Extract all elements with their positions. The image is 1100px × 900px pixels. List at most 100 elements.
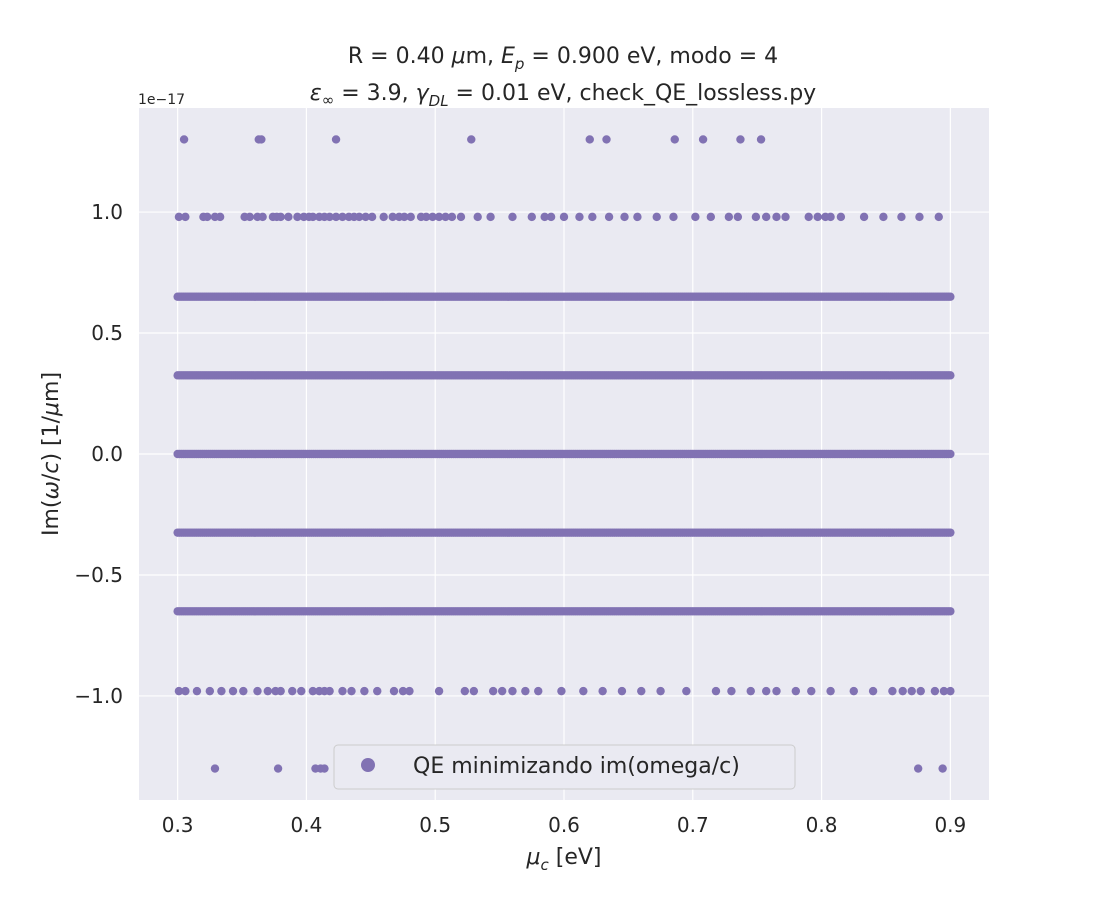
data-point bbox=[826, 212, 835, 222]
data-point bbox=[239, 686, 248, 696]
data-point bbox=[215, 212, 225, 222]
data-point bbox=[736, 135, 745, 144]
data-point bbox=[325, 686, 334, 696]
data-point bbox=[781, 212, 790, 222]
data-point bbox=[253, 686, 262, 696]
chart-title-line-2: ε∞ = 3.9, γDL = 0.01 eV, check_QE_lossle… bbox=[310, 81, 816, 110]
data-point bbox=[488, 686, 498, 696]
x-tick-label: 0.3 bbox=[162, 813, 194, 837]
data-point bbox=[791, 686, 801, 696]
data-point bbox=[347, 686, 356, 696]
data-point bbox=[897, 212, 906, 222]
data-point bbox=[379, 212, 388, 222]
data-point bbox=[297, 686, 306, 696]
data-point bbox=[557, 686, 566, 696]
data-point bbox=[772, 212, 781, 222]
data-point bbox=[406, 212, 415, 222]
legend-label: QE minimizando im(omega/c) bbox=[413, 754, 740, 779]
x-tick-label: 0.5 bbox=[419, 813, 451, 837]
data-point bbox=[338, 212, 347, 222]
data-point bbox=[447, 212, 457, 222]
data-point bbox=[367, 212, 377, 222]
chart-title-line-1: R = 0.40 μm, Ep = 0.900 eV, modo = 4 bbox=[348, 44, 778, 73]
data-point bbox=[469, 686, 479, 696]
data-point bbox=[257, 135, 266, 144]
data-point bbox=[320, 764, 329, 773]
data-point bbox=[868, 686, 878, 696]
data-point bbox=[559, 212, 569, 222]
data-point bbox=[682, 686, 691, 696]
y-tick-label: 1.0 bbox=[91, 200, 123, 224]
data-point bbox=[751, 212, 761, 222]
data-point bbox=[273, 764, 283, 773]
data-point bbox=[192, 686, 202, 696]
y-axis-label: Im(ω/c) [1/μm] bbox=[39, 372, 64, 536]
data-point bbox=[181, 212, 190, 222]
data-point bbox=[698, 135, 708, 144]
data-point bbox=[588, 212, 597, 222]
data-point bbox=[617, 686, 627, 696]
data-points bbox=[173, 135, 955, 773]
data-point bbox=[670, 135, 679, 144]
data-point bbox=[276, 212, 285, 222]
data-point bbox=[338, 686, 347, 696]
data-point bbox=[579, 686, 588, 696]
y-tick-labels: 1.0 0.5 0.0 −0.5 −1.0 bbox=[74, 200, 123, 708]
data-point bbox=[620, 212, 629, 222]
data-point bbox=[540, 212, 549, 222]
data-point bbox=[389, 686, 399, 696]
data-point bbox=[602, 135, 611, 144]
data-point bbox=[888, 686, 897, 696]
data-point bbox=[276, 686, 285, 696]
data-point bbox=[284, 212, 293, 222]
x-tick-label: 0.6 bbox=[548, 813, 580, 837]
data-point bbox=[804, 212, 813, 222]
data-point bbox=[898, 686, 907, 696]
data-point bbox=[361, 212, 370, 222]
data-point bbox=[263, 686, 272, 696]
data-point bbox=[756, 135, 766, 144]
y-tick-label: −1.0 bbox=[74, 684, 123, 708]
data-point bbox=[907, 686, 916, 696]
data-point bbox=[325, 212, 334, 222]
data-point bbox=[497, 686, 507, 696]
data-point bbox=[762, 686, 771, 696]
data-point bbox=[331, 212, 341, 222]
data-point bbox=[930, 686, 940, 696]
data-point bbox=[486, 212, 495, 222]
data-point bbox=[946, 449, 955, 459]
data-point bbox=[174, 212, 184, 222]
data-point bbox=[428, 212, 437, 222]
data-point bbox=[826, 686, 835, 696]
data-point bbox=[174, 686, 184, 696]
x-tick-labels: 0.3 0.4 0.5 0.6 0.7 0.8 0.9 bbox=[162, 813, 967, 837]
data-point bbox=[434, 686, 444, 696]
data-point bbox=[656, 686, 665, 696]
data-point bbox=[373, 686, 382, 696]
y-tick-label: −0.5 bbox=[74, 563, 123, 587]
data-point bbox=[508, 212, 517, 222]
data-point bbox=[727, 686, 736, 696]
data-point bbox=[946, 528, 955, 537]
data-point bbox=[913, 764, 923, 773]
data-point bbox=[637, 686, 646, 696]
x-tick-label: 0.4 bbox=[291, 813, 323, 837]
data-point bbox=[355, 212, 364, 222]
x-tick-label: 0.8 bbox=[806, 813, 838, 837]
data-point bbox=[946, 607, 955, 616]
data-point bbox=[258, 212, 267, 222]
data-point bbox=[879, 212, 888, 222]
data-point bbox=[946, 371, 955, 380]
data-point bbox=[441, 212, 450, 222]
data-point bbox=[467, 135, 476, 144]
data-point bbox=[546, 212, 556, 222]
data-point bbox=[181, 686, 190, 696]
data-point bbox=[939, 686, 949, 696]
data-point bbox=[772, 686, 781, 696]
data-point bbox=[405, 686, 414, 696]
data-point bbox=[813, 212, 822, 222]
data-point bbox=[508, 686, 517, 696]
data-point bbox=[706, 212, 716, 222]
data-point bbox=[217, 686, 226, 696]
